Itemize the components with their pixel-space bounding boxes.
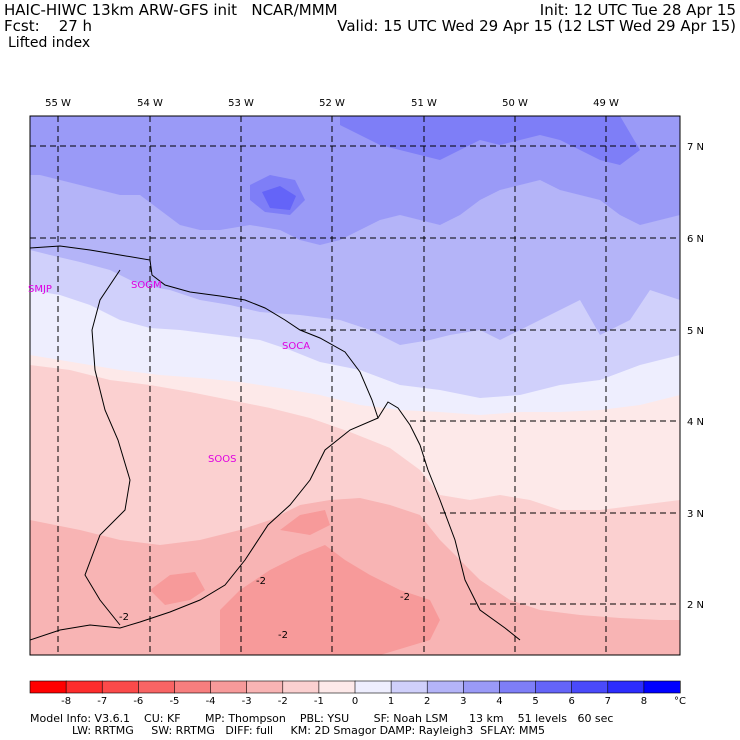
station-labels: SMJP SOGM SOCA SOOS — [28, 280, 310, 465]
lat-label-4n: 4 N — [687, 417, 704, 428]
lon-label-55w: 55 W — [45, 98, 71, 109]
contour-band-6 — [262, 186, 296, 210]
station-soos: SOOS — [208, 454, 236, 465]
colorbar-tick-label: 7 — [605, 696, 611, 707]
colorbar-tick-label: 5 — [532, 696, 538, 707]
colorbar-tick-label: -8 — [61, 696, 71, 707]
colorbar-tick-label: 0 — [352, 696, 358, 707]
lat-label-2n: 2 N — [687, 600, 704, 611]
lon-label-49w: 49 W — [593, 98, 619, 109]
colorbar-swatch — [210, 680, 248, 694]
colorbar-swatch — [354, 680, 392, 694]
model-title: HAIC-HIWC 13km ARW-GFS init NCAR/MMM — [4, 1, 338, 19]
colorbar-swatch — [101, 680, 139, 694]
colorbar-tick-label: -2 — [278, 696, 288, 707]
lon-label-54w: 54 W — [137, 98, 163, 109]
colorbar-swatch — [282, 680, 320, 694]
model-info-line2: LW: RRTMG SW: RRTMG DIFF: full KM: 2D Sm… — [72, 724, 545, 737]
colorbar-tick-label: 2 — [424, 696, 430, 707]
colorbar-swatch — [29, 680, 67, 694]
colorbar-swatch — [571, 680, 609, 694]
valid-time: Valid: 15 UTC Wed 29 Apr 15 (12 LST Wed … — [337, 17, 736, 35]
colorbar-tick-label: -3 — [242, 696, 252, 707]
lat-label-7n: 7 N — [687, 142, 704, 153]
colorbar-tick-label: -6 — [133, 696, 143, 707]
station-soca: SOCA — [282, 341, 310, 352]
station-smjp: SMJP — [28, 284, 52, 295]
lon-label-51w: 51 W — [411, 98, 437, 109]
contour-labels: -2 -2 -2 -2 — [119, 576, 410, 641]
colorbar-swatch — [174, 680, 212, 694]
contour-label: -2 — [256, 576, 266, 587]
colorbar-swatch — [463, 680, 501, 694]
contour-label: -2 — [278, 630, 288, 641]
colorbar: -8 -7 -6 -5 -4 -3 -2 -1 0 1 2 3 4 5 6 7 8 — [29, 680, 681, 707]
colorbar-swatch — [607, 680, 645, 694]
colorbar-tick-label: -5 — [169, 696, 179, 707]
shaded-fields — [30, 116, 680, 655]
colorbar-unit: °C — [674, 696, 686, 707]
border-suriname-fguiana — [84, 269, 131, 626]
colorbar-swatch — [246, 680, 284, 694]
colorbar-tick-label: 8 — [641, 696, 647, 707]
colorbar-swatch — [65, 680, 103, 694]
contour-band-4 — [30, 116, 680, 245]
colorbar-swatch — [318, 680, 356, 694]
colorbar-swatch — [138, 680, 176, 694]
contour-band-neg3 — [220, 545, 440, 655]
colorbar-swatch — [426, 680, 464, 694]
colorbar-tick-label: 1 — [388, 696, 394, 707]
colorbar-swatch — [535, 680, 573, 694]
contour-label: -2 — [119, 612, 129, 623]
lon-label-53w: 53 W — [228, 98, 254, 109]
colorbar-swatch — [390, 680, 428, 694]
colorbar-swatch — [499, 680, 537, 694]
init-time: Init: 12 UTC Tue 28 Apr 15 — [539, 1, 736, 19]
colorbar-tick-label: -1 — [314, 696, 324, 707]
colorbar-tick-label: 6 — [568, 696, 574, 707]
contour-band-neg3c — [150, 572, 205, 605]
colorbar-swatch — [643, 680, 681, 694]
station-sogm: SOGM — [131, 280, 162, 291]
latitude-labels: 7 N 6 N 5 N 4 N 3 N 2 N — [687, 142, 704, 611]
lat-label-5n: 5 N — [687, 326, 704, 337]
map-frame — [29, 115, 681, 656]
lon-label-50w: 50 W — [502, 98, 528, 109]
colorbar-tick-label: -7 — [97, 696, 107, 707]
longitude-labels: 55 W 54 W 53 W 52 W 51 W 50 W 49 W — [45, 98, 619, 109]
lat-label-3n: 3 N — [687, 509, 704, 520]
lat-label-6n: 6 N — [687, 234, 704, 245]
model-info-line1: Model Info: V3.6.1 CU: KF MP: Thompson P… — [30, 712, 614, 725]
colorbar-tick-label: 3 — [460, 696, 466, 707]
colorbar-tick-label: -4 — [206, 696, 216, 707]
contour-band-neg3b — [280, 510, 330, 535]
forecast-hour: Fcst: 27 h — [4, 17, 93, 35]
lat-lon-grid — [30, 116, 680, 655]
contour-band-5 — [340, 116, 640, 165]
border-brazil — [30, 417, 379, 641]
contour-label: -2 — [400, 592, 410, 603]
colorbar-tick-label: 4 — [496, 696, 502, 707]
lon-label-52w: 52 W — [319, 98, 345, 109]
variable-name: Lifted index — [8, 35, 91, 51]
